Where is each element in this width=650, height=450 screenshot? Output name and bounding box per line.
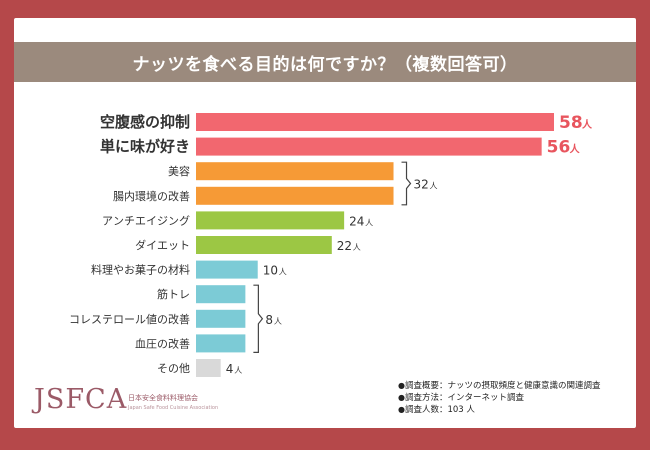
bar-2	[196, 162, 394, 181]
title-bar: ナッツを食べる目的は何ですか？（複数回答可）	[14, 42, 636, 82]
unit-label-4: 人	[365, 218, 373, 227]
logo-org-name-en: Japan Safe Food Cuisine Association	[128, 405, 219, 411]
bar-6	[196, 260, 258, 279]
category-label-5: ダイエット	[135, 238, 190, 252]
bar-1	[196, 137, 542, 156]
survey-notes: ●調査概要：ナッツの摂取頻度と健康意識の関連調査 ●調査方法：インターネット調査…	[398, 380, 634, 416]
bar-3	[196, 186, 394, 205]
value-label-6: 10	[263, 264, 278, 278]
unit-label-5: 人	[353, 243, 361, 252]
bar-8	[196, 309, 246, 328]
value-label-1: 56	[547, 138, 571, 158]
bar-5	[196, 236, 332, 254]
value-label-4: 24	[349, 214, 364, 228]
category-label-0: 空腹感の抑制	[100, 113, 190, 131]
unit-label-6: 人	[279, 268, 287, 277]
bar-0	[196, 113, 554, 131]
category-label-7: 筋トレ	[157, 287, 190, 301]
category-label-2: 美容	[168, 164, 190, 178]
bar-4	[196, 211, 345, 230]
category-label-9: 血圧の改善	[135, 336, 190, 350]
survey-note-count: ●調査人数：103 人	[398, 405, 475, 415]
category-label-3: 腸内環境の改善	[113, 189, 190, 203]
bar-9	[196, 334, 246, 353]
unit-label-1: 人	[570, 143, 581, 156]
value-label-5: 22	[337, 239, 352, 253]
group-value-label-0: 32	[414, 178, 429, 192]
bar-7	[196, 285, 246, 304]
survey-note-method: ●調査方法：インターネット調査	[398, 393, 524, 403]
category-label-8: コレステロール値の改善	[69, 312, 190, 326]
group-unit-label-1: 人	[274, 317, 282, 326]
group-value-label-1: 8	[265, 313, 273, 327]
category-label-4: アンチエイジング	[102, 213, 190, 227]
category-label-10: その他	[157, 362, 190, 375]
survey-note-summary: ●調査概要：ナッツの摂取頻度と健康意識の関連調査	[398, 381, 601, 391]
group-bracket-1	[253, 284, 264, 353]
infographic-card: ナッツを食べる目的は何ですか？（複数回答可） 空腹感の抑制 58 人単に味が好き 56…	[14, 18, 636, 428]
logo-mark: JSFCA	[34, 384, 128, 415]
bar-10	[196, 359, 221, 377]
unit-label-10: 人	[234, 366, 242, 375]
category-label-6: 料理やお菓子の材料	[91, 263, 190, 277]
group-bracket-0	[401, 161, 412, 206]
jsfca-logo: JSFCA 日本安全食料料理協会 Japan Safe Food Cuisine…	[34, 384, 224, 424]
category-label-1: 単に味が好き	[100, 138, 190, 156]
group-unit-label-0: 人	[430, 182, 438, 191]
unit-label-0: 人	[582, 118, 593, 131]
value-label-10: 4	[226, 362, 234, 376]
value-label-0: 58	[559, 113, 583, 133]
logo-org-name: 日本安全食料料理協会	[128, 394, 198, 402]
chart-title: ナッツを食べる目的は何ですか？（複数回答可）	[132, 54, 518, 75]
